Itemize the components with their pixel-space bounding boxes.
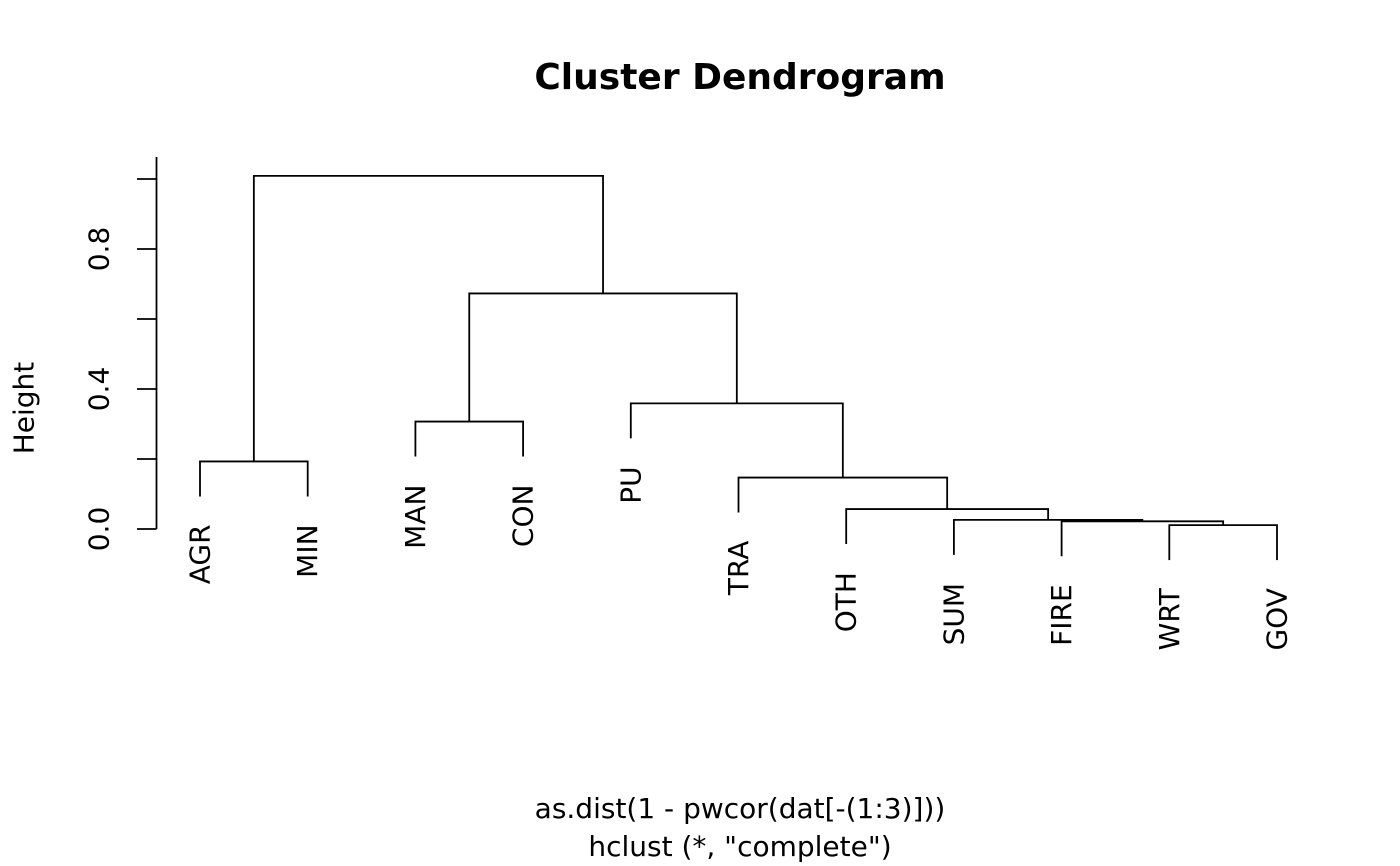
dendrogram-tree — [199, 174, 1278, 561]
merge-link — [468, 292, 738, 422]
y-axis-tick-label: 0.0 — [83, 507, 116, 552]
x-caption-line-2: hclust (*, "complete") — [588, 830, 891, 863]
merge-link — [737, 476, 949, 513]
plot-title: Cluster Dendrogram — [534, 57, 945, 98]
leaf-label-min: MIN — [291, 524, 324, 577]
merge-link — [414, 420, 524, 457]
merge-link — [252, 174, 604, 462]
leaf-label-gov: GOV — [1261, 588, 1294, 650]
merge-link — [953, 519, 1144, 555]
leaf-label-pu: PU — [614, 466, 647, 503]
leaf-label-fire: FIRE — [1045, 584, 1078, 646]
y-axis-tick-label: 0.8 — [83, 227, 116, 272]
leaf-labels: AGR MIN MAN CON PU TRA OTH SUM FIRE WRT GOV — [184, 466, 1294, 650]
y-axis: 0.0 0.4 0.8 — [83, 157, 158, 552]
leaf-label-tra: TRA — [722, 541, 755, 597]
merge-link — [845, 508, 1050, 545]
leaf-label-sum: SUM — [937, 583, 970, 645]
merge-link — [1168, 524, 1278, 561]
leaf-label-con: CON — [507, 485, 540, 548]
merge-link — [629, 402, 844, 478]
x-caption-line-1: as.dist(1 - pwcor(dat[-(1:3)])) — [535, 792, 946, 825]
merge-link — [1060, 520, 1225, 557]
leaf-label-man: MAN — [399, 485, 432, 549]
y-axis-label: Height — [8, 362, 41, 455]
leaf-label-oth: OTH — [830, 572, 863, 632]
y-axis-tick-label: 0.4 — [83, 367, 116, 412]
merge-link — [199, 460, 309, 497]
leaf-label-wrt: WRT — [1153, 587, 1186, 650]
leaf-label-agr: AGR — [184, 524, 217, 584]
